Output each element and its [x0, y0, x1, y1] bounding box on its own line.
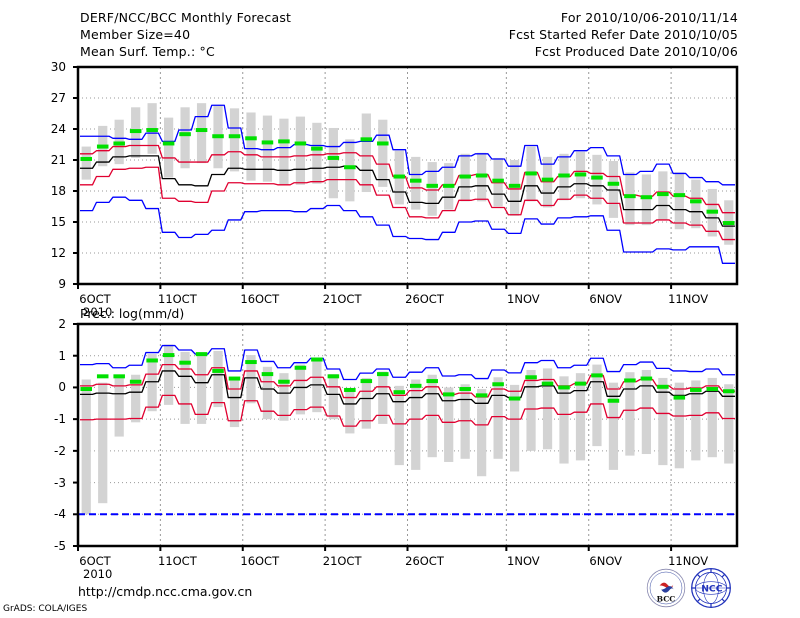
- x-tick-label: 26OCT: [405, 292, 444, 306]
- ncc-logo-icon: NCC: [691, 568, 731, 608]
- forecast-range-label: For 2010/10/06-2010/11/14: [560, 10, 738, 25]
- forecast-produced-date: Fcst Produced Date 2010/10/06: [534, 44, 738, 59]
- x-tick-label: 6OCT: [79, 292, 111, 306]
- x-tick-label: 6NOV: [589, 554, 623, 568]
- x-axis-year-label: 2010: [83, 305, 113, 319]
- forecast-started-date: Fcst Started Refer Date 2010/10/05: [508, 27, 738, 42]
- y-tick-label: 12: [50, 246, 66, 260]
- x-tick-label: 1NOV: [507, 554, 540, 568]
- x-tick-label: 21OCT: [322, 292, 362, 306]
- y-tick-label: 18: [50, 184, 66, 198]
- y-tick-label: 27: [50, 91, 66, 105]
- figure-title: DERF/NCC/BCC Monthly Forecast: [80, 10, 292, 25]
- x-tick-label: 6OCT: [79, 554, 111, 568]
- x-tick-label: 1NOV: [507, 292, 540, 306]
- y-tick-label: 9: [58, 277, 66, 291]
- member-size-label: Member Size=40: [80, 27, 191, 42]
- bcc-logo-text: BCC: [657, 595, 676, 604]
- grads-credit: GrADS: COLA/IGES: [3, 604, 88, 614]
- x-tick-label: 11NOV: [668, 554, 709, 568]
- y-tick-label: 24: [50, 122, 66, 136]
- ncc-logo-text: NCC: [701, 583, 723, 594]
- x-tick-label: 11NOV: [668, 292, 709, 306]
- y-tick-label: -4: [54, 507, 66, 522]
- precipitation-panel-label: Prec.: log(mm/d): [80, 306, 185, 321]
- x-tick-label: 11OCT: [158, 292, 197, 306]
- x-tick-label: 26OCT: [405, 554, 444, 568]
- y-tick-label: 1: [58, 348, 66, 363]
- y-tick-label: 15: [50, 215, 66, 229]
- y-tick-label: 21: [50, 153, 66, 167]
- y-tick-label: -2: [54, 443, 66, 458]
- x-axis-year-label: 2010: [83, 567, 113, 581]
- y-tick-label: -3: [54, 475, 66, 490]
- source-url[interactable]: http://cmdp.ncc.cma.gov.cn: [78, 584, 253, 599]
- y-tick-label: -1: [54, 412, 66, 427]
- x-tick-label: 11OCT: [158, 554, 197, 568]
- x-tick-label: 16OCT: [240, 554, 280, 568]
- temperature-panel-label: Mean Surf. Temp.: °C: [80, 44, 215, 59]
- bcc-logo-icon: BCC: [646, 568, 686, 608]
- y-tick-label: 2: [58, 317, 66, 331]
- x-tick-label: 16OCT: [240, 292, 280, 306]
- y-tick-label: 30: [50, 60, 66, 74]
- x-tick-label: 21OCT: [322, 554, 362, 568]
- y-tick-label: 0: [58, 380, 66, 395]
- y-tick-label: -5: [54, 539, 66, 553]
- x-tick-label: 6NOV: [589, 292, 623, 306]
